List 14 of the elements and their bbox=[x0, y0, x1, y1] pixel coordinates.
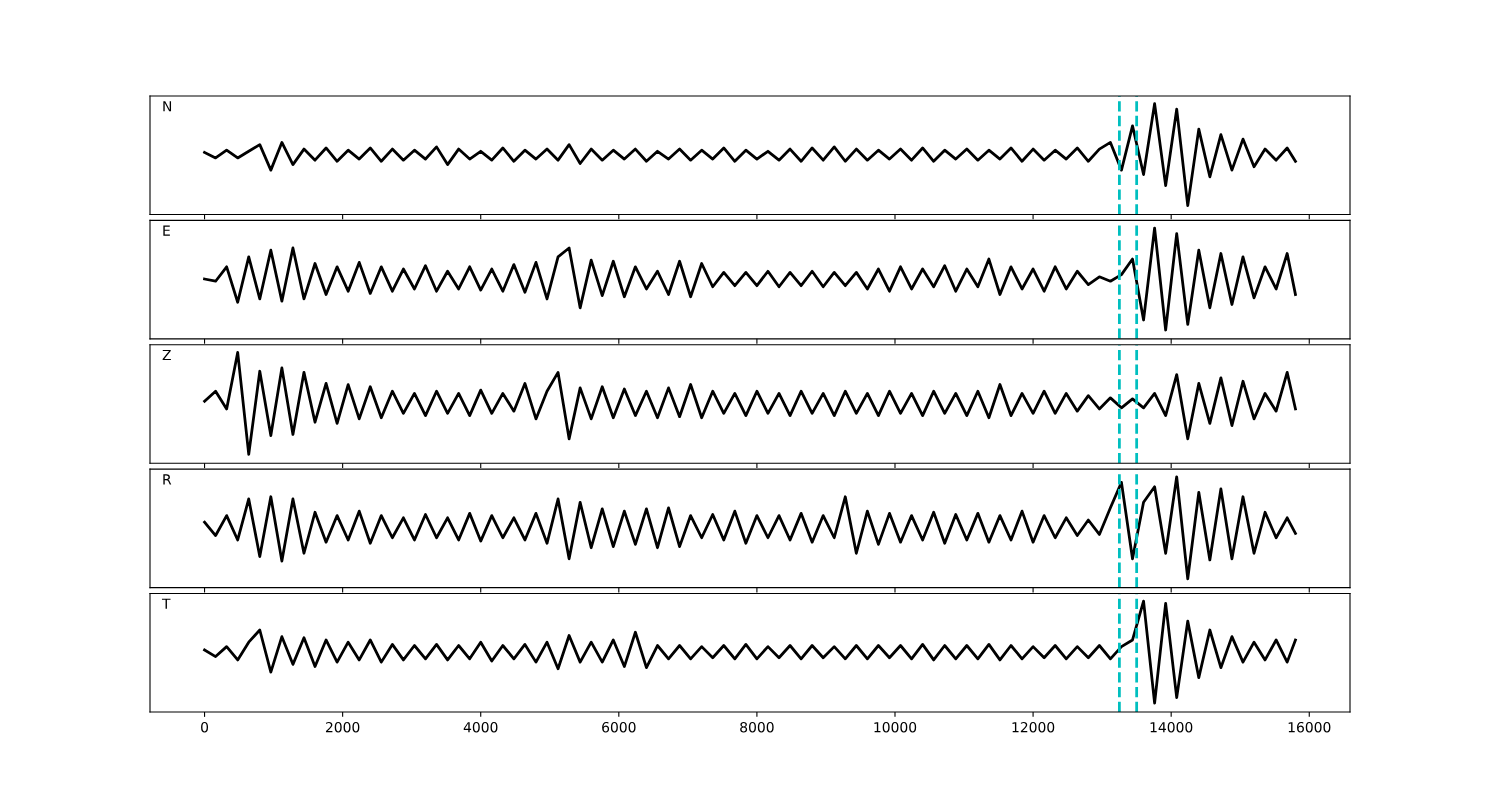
x-tick-label: 16000 bbox=[1288, 721, 1331, 733]
x-tick-label: 10000 bbox=[874, 721, 917, 733]
chart-title: E bbox=[163, 225, 170, 236]
x-tick-label: 2000 bbox=[325, 721, 360, 733]
chart-title: N bbox=[163, 101, 172, 112]
x-tick-label: 0 bbox=[201, 721, 209, 733]
x-tick-label: 6000 bbox=[602, 721, 636, 733]
x-tick-label: 8000 bbox=[740, 721, 774, 733]
chart-title: T bbox=[161, 598, 171, 609]
x-tick-label: 12000 bbox=[1012, 721, 1055, 733]
chart-title: Z bbox=[162, 349, 171, 361]
x-tick-label: 14000 bbox=[1150, 721, 1193, 733]
chart-title: R bbox=[163, 474, 172, 485]
x-tick-label: 4000 bbox=[463, 721, 498, 733]
